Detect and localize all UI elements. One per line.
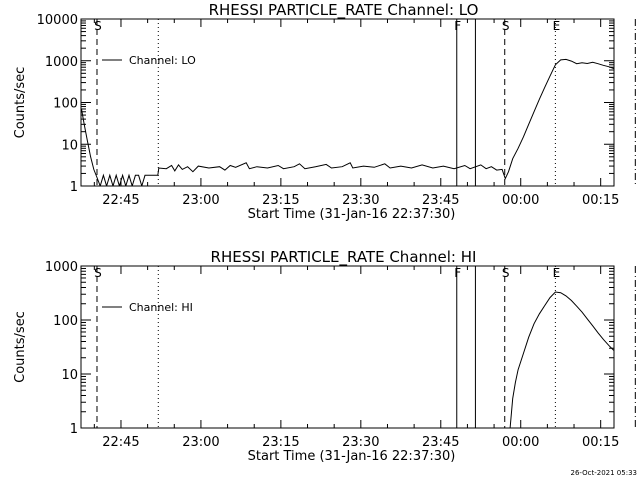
hi-x-tick-label: 23:15 — [262, 435, 299, 450]
lo-x-tick-label: 00:00 — [502, 193, 539, 208]
generation-timestamp: 26-Oct-2021 05:33 — [571, 469, 637, 477]
hi-event-marker-label: E — [553, 266, 561, 280]
hi-x-tick-label: 00:00 — [502, 435, 539, 450]
lo-x-tick-label: 23:45 — [422, 193, 459, 208]
hi-legend-label: Channel: HI — [129, 301, 193, 314]
lo-x-tick-label: 22:45 — [102, 193, 139, 208]
lo-x-tick-label: 23:30 — [342, 193, 379, 208]
hi-y-tick-label: 100 — [53, 314, 78, 329]
lo-event-marker-label: S — [94, 19, 102, 33]
hi-y-axis-label: Counts/sec — [13, 311, 28, 383]
lo-x-tick-label: 23:15 — [262, 193, 299, 208]
lo-y-tick-label: 100 — [53, 97, 78, 112]
hi-y-tick-label: 1 — [70, 422, 78, 437]
lo-y-tick-label: 1 — [70, 180, 78, 195]
lo-y-axis-label: Counts/sec — [13, 67, 28, 139]
hi-chart-title: RHESSI PARTICLE_RATE Channel: HI — [211, 248, 477, 267]
lo-event-marker-label: S — [502, 19, 510, 33]
hi-x-tick-label: 23:45 — [422, 435, 459, 450]
lo-y-tick-label: 1000 — [45, 55, 78, 70]
hi-event-marker-label: S — [94, 266, 102, 280]
hi-event-marker-label: S — [502, 266, 510, 280]
hi-event-marker-label: F — [454, 266, 461, 280]
hi-x-tick-label: 00:15 — [582, 435, 619, 450]
lo-y-tick-label: 10000 — [37, 13, 78, 28]
hi-series-line — [509, 291, 614, 428]
lo-event-marker-label: F — [454, 19, 461, 33]
hi-y-tick-label: 10 — [61, 368, 78, 383]
lo-event-marker-label: E — [553, 19, 561, 33]
hi-x-tick-label: 23:00 — [182, 435, 219, 450]
hi-x-axis-label: Start Time (31-Jan-16 22:37:30) — [248, 449, 456, 464]
lo-x-axis-label: Start Time (31-Jan-16 22:37:30) — [248, 207, 456, 222]
lo-series-line — [81, 58, 614, 186]
lo-channel-panel: RHESSI PARTICLE_RATE Channel: LO 22:45 23:… — [13, 1, 636, 222]
lo-legend-label: Channel: LO — [129, 54, 196, 67]
lo-chart-title: RHESSI PARTICLE_RATE Channel: LO — [209, 1, 479, 20]
lo-y-tick-label: 10 — [61, 138, 78, 153]
hi-y-tick-label: 1000 — [45, 260, 78, 275]
lo-x-tick-label: 00:15 — [582, 193, 619, 208]
hi-x-tick-label: 23:30 — [342, 435, 379, 450]
lo-x-tick-label: 23:00 — [182, 193, 219, 208]
hi-plot-frame — [80, 265, 615, 429]
hi-x-tick-label: 22:45 — [102, 435, 139, 450]
hi-channel-panel: RHESSI PARTICLE_RATE Channel: HI 22:45 23:… — [13, 248, 636, 464]
